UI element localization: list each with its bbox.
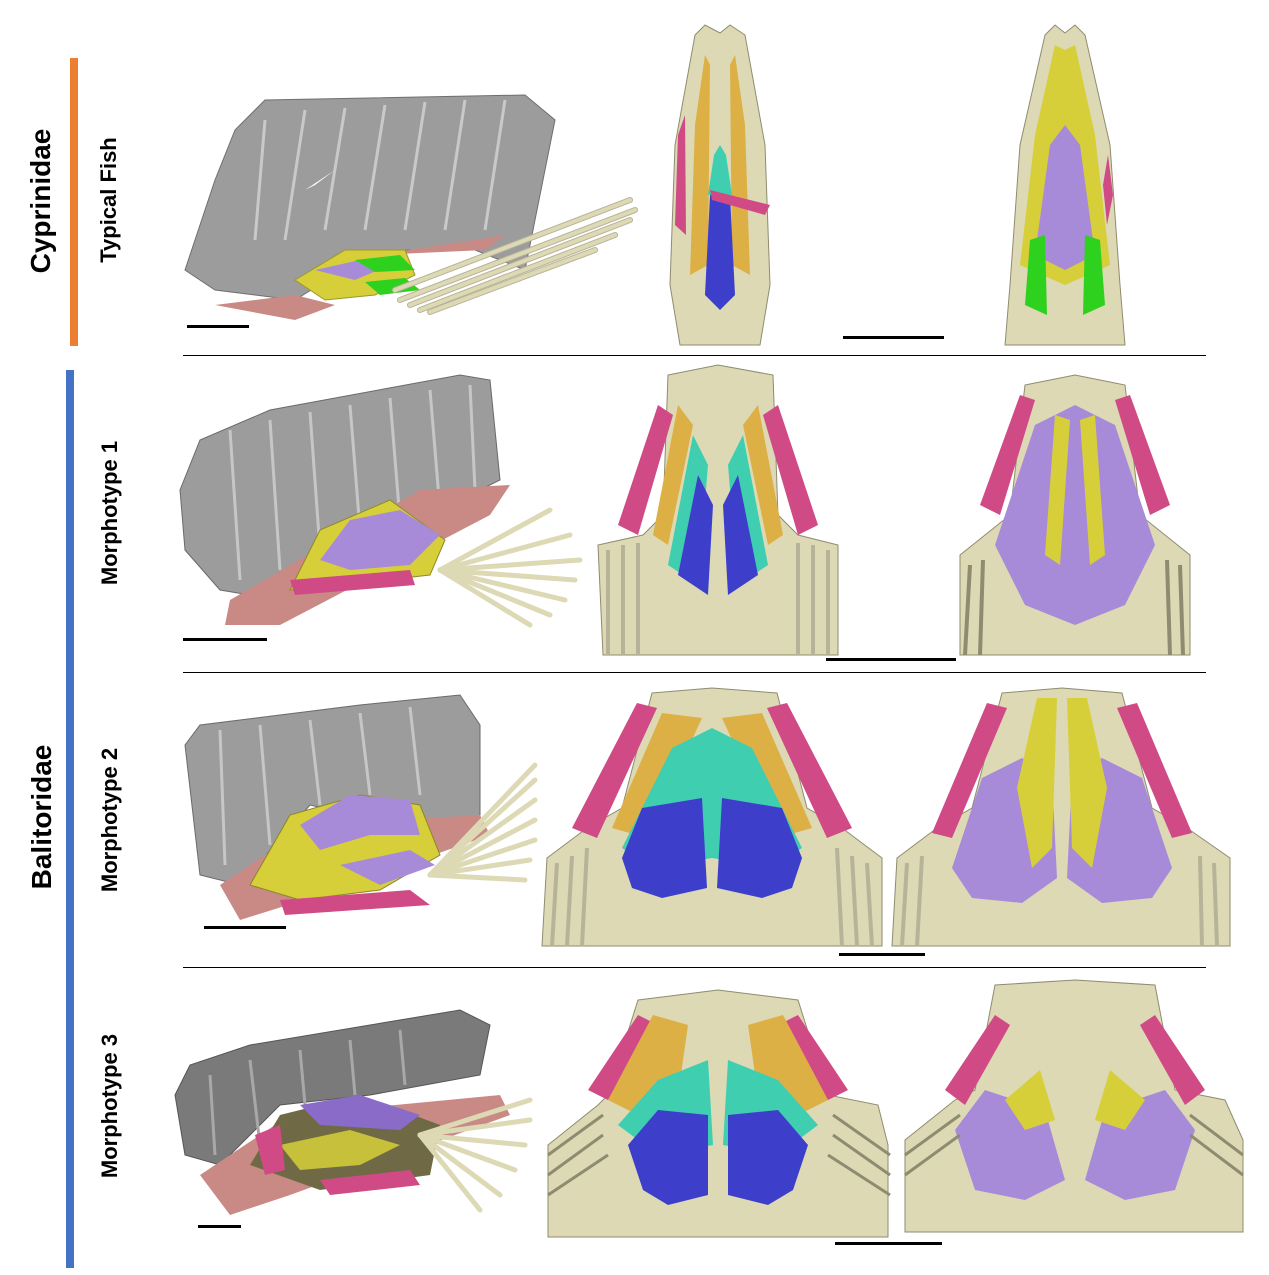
morphotype-3-ventral-view-superficial xyxy=(904,979,1244,1233)
scale-bar xyxy=(204,926,286,929)
row-label-morphotype-2: Morphotype 2 xyxy=(97,747,122,893)
morphotype-1-lateral-view xyxy=(179,374,583,628)
balitoridae-bar xyxy=(66,370,74,1268)
row-divider-1 xyxy=(183,355,1206,356)
family-label-cyprinidae: Cyprinidae xyxy=(25,128,56,274)
cyprinidae-bar xyxy=(70,58,78,346)
morphotype-2-lateral-view xyxy=(184,694,538,920)
morphotype-3-ventral-view-deep xyxy=(547,989,891,1238)
row-label-typical-fish: Typical Fish xyxy=(96,137,121,263)
typical-fish-ventral-view-superficial xyxy=(1004,24,1126,346)
scale-bar xyxy=(183,638,267,641)
morphotype-3-lateral-view xyxy=(174,1009,533,1215)
morphotype-1-ventral-view-superficial xyxy=(959,374,1191,656)
scale-bar xyxy=(826,658,956,661)
row-divider-3 xyxy=(183,967,1206,968)
morphotype-1-ventral-view-deep xyxy=(597,364,839,656)
scale-bar xyxy=(198,1225,241,1228)
morphotype-2-ventral-view-superficial xyxy=(891,687,1231,947)
typical-fish-ventral-view-deep xyxy=(669,24,771,346)
scale-bar xyxy=(843,336,944,339)
morphotype-2-ventral-view-deep xyxy=(541,687,883,947)
scale-bar xyxy=(835,1242,942,1245)
row-divider-2 xyxy=(183,672,1206,673)
row-label-morphotype-1: Morphotype 1 xyxy=(97,440,122,586)
typical-fish-lateral-view xyxy=(184,94,638,320)
family-label-balitoridae: Balitoridae xyxy=(26,744,57,890)
row-label-morphotype-3: Morphotype 3 xyxy=(97,1033,122,1179)
scale-bar xyxy=(839,953,925,956)
scale-bar xyxy=(187,325,249,328)
